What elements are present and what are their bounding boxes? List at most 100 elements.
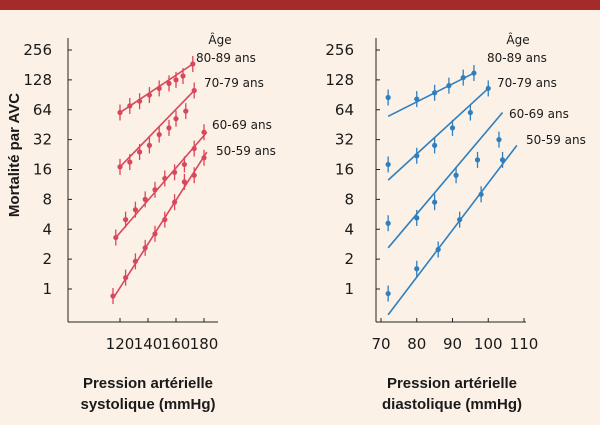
chart1-y-tick-label: 8 <box>42 190 52 208</box>
chart1-series-4-point <box>191 172 197 178</box>
chart2-series-1-point <box>446 83 452 89</box>
chart1-series-4-point <box>181 179 187 185</box>
chart2-x-axis-title-line1: Pression artérielle <box>387 375 517 392</box>
chart1-series-3-point <box>191 145 197 152</box>
chart1-series-1-label: 80-89 ans <box>196 51 256 65</box>
chart2-series-4-label: 50-59 ans <box>526 133 586 147</box>
chart2-series-2-point <box>449 125 456 131</box>
chart2-series-1-point <box>414 96 420 102</box>
chart2-series-2-point <box>485 85 491 92</box>
chart1-series-3-point <box>123 217 129 223</box>
chart1-y-tick-label: 32 <box>33 131 52 149</box>
chart1-series-4-point <box>142 245 148 251</box>
chart1-series-3-point <box>142 196 148 202</box>
chart2-series-4-point <box>435 246 441 253</box>
chart2-y-tick-label: 16 <box>335 161 354 179</box>
chart2-x-axis-title-line2: diastolique (mmHg) <box>382 396 522 413</box>
chart1-series-4-point <box>162 217 168 223</box>
chart1-series-2-fit-line <box>119 89 195 168</box>
chart1-series-1-point <box>117 109 123 116</box>
chart1-y-tick-label: 2 <box>42 250 52 268</box>
chart1-series-1-point <box>166 80 172 86</box>
chart1-series-1-point <box>127 103 133 109</box>
chart1-series-2-point <box>146 142 152 148</box>
chart1-y-tick-label: 128 <box>23 71 52 89</box>
chart2-x-tick-label: 110 <box>510 335 539 353</box>
chart2-series-4-point <box>414 266 420 272</box>
chart1-series-3-point <box>162 175 168 182</box>
chart1-y-tick-label: 4 <box>42 220 52 238</box>
chart2-series-1-point <box>471 70 477 76</box>
chart2-x-tick-label: 70 <box>371 335 390 353</box>
chart1-series-2-point <box>117 164 123 170</box>
chart2-series-3-label: 60-69 ans <box>509 107 569 121</box>
chart1-series-2-point <box>191 87 197 94</box>
chart2-y-tick-label: 128 <box>325 71 354 89</box>
chart1-series-4-fit-line <box>112 151 208 300</box>
chart2-series-1-point <box>432 90 438 96</box>
chart2-series-2-point <box>414 153 420 159</box>
chart1-series-2-point <box>156 131 162 138</box>
chart2-series-1-point <box>460 74 466 81</box>
chart2-x-tick-label: 100 <box>474 335 503 353</box>
chart2-series-3-point <box>453 172 459 178</box>
chart1-series-1-point <box>180 73 186 79</box>
chart2-series-2-point <box>432 142 438 148</box>
chart2-y-tick-label: 2 <box>344 250 354 268</box>
chart1-series-3-point <box>132 207 138 213</box>
chart2-series-4-point <box>385 290 391 297</box>
chart2-legend-title: Âge <box>506 32 529 47</box>
chart1-series-4-point <box>110 293 116 299</box>
chart2-series-3-fit-line <box>387 112 504 249</box>
chart2-y-tick-label: 256 <box>325 41 354 59</box>
chart1-x-tick-label: 160 <box>162 335 191 353</box>
chart1-series-2-point <box>183 108 189 114</box>
chart2-series-3-point <box>414 215 420 221</box>
chart2-series-1-fit-line <box>387 72 475 117</box>
chart1-series-4-point <box>201 155 207 161</box>
chart1-series-2-point <box>173 116 179 122</box>
chart1-series-2-point <box>137 149 143 155</box>
chart2-series-4-fit-line <box>387 144 518 316</box>
chart2-series-3-point <box>385 220 391 226</box>
chart2-x-tick-label: 90 <box>443 335 462 353</box>
chart1-y-axis-title: Mortalité par AVC <box>6 93 23 217</box>
chart1-series-3-point <box>113 234 119 241</box>
chart2-series-3-point <box>432 199 438 205</box>
chart2-x-tick-label: 80 <box>407 335 426 353</box>
chart2-series-2-fit-line <box>387 87 489 181</box>
chart1-y-tick-label: 64 <box>33 101 52 119</box>
chart2-series-1-point <box>385 94 391 101</box>
chart1-series-2-point <box>166 125 172 131</box>
chart1-series-1-point <box>190 61 196 67</box>
top-accent-bar <box>0 0 600 10</box>
chart1-series-3-fit-line <box>115 131 208 239</box>
chart1-series-4-label: 50-59 ans <box>216 144 276 158</box>
chart1-series-1-point <box>156 85 162 92</box>
chart1-series-3-point <box>152 187 158 193</box>
chart1-series-3-label: 60-69 ans <box>212 118 272 132</box>
chart2-series-3-point <box>496 137 502 143</box>
chart1-series-1-point <box>173 77 179 83</box>
chart2-y-tick-label: 8 <box>344 190 354 208</box>
chart1-y-tick-label: 16 <box>33 161 52 179</box>
chart1-x-tick-label: 140 <box>134 335 163 353</box>
chart1-y-tick-label: 256 <box>23 41 52 59</box>
chart1-series-2-label: 70-79 ans <box>204 76 264 90</box>
chart1-x-axis-title-line1: Pression artérielle <box>83 375 213 392</box>
chart1-series-3-point <box>201 129 207 135</box>
chart2-series-4-point <box>457 217 463 223</box>
chart1-series-1-fit-line <box>119 63 194 114</box>
chart2-series-2-point <box>385 161 391 168</box>
chart1-series-1-point <box>137 98 143 104</box>
chart2-series-2-label: 70-79 ans <box>497 76 557 90</box>
chart2-series-2-point <box>467 109 473 116</box>
chart1-y-tick-label: 1 <box>42 280 52 298</box>
chart1-series-3-point <box>181 161 187 168</box>
chart1-series-4-point <box>172 199 178 205</box>
chart2-series-3-point <box>474 157 481 163</box>
chart1-series-2-point <box>127 159 133 165</box>
chart1-series-4-point <box>152 231 158 237</box>
chart2-y-tick-label: 32 <box>335 131 354 149</box>
